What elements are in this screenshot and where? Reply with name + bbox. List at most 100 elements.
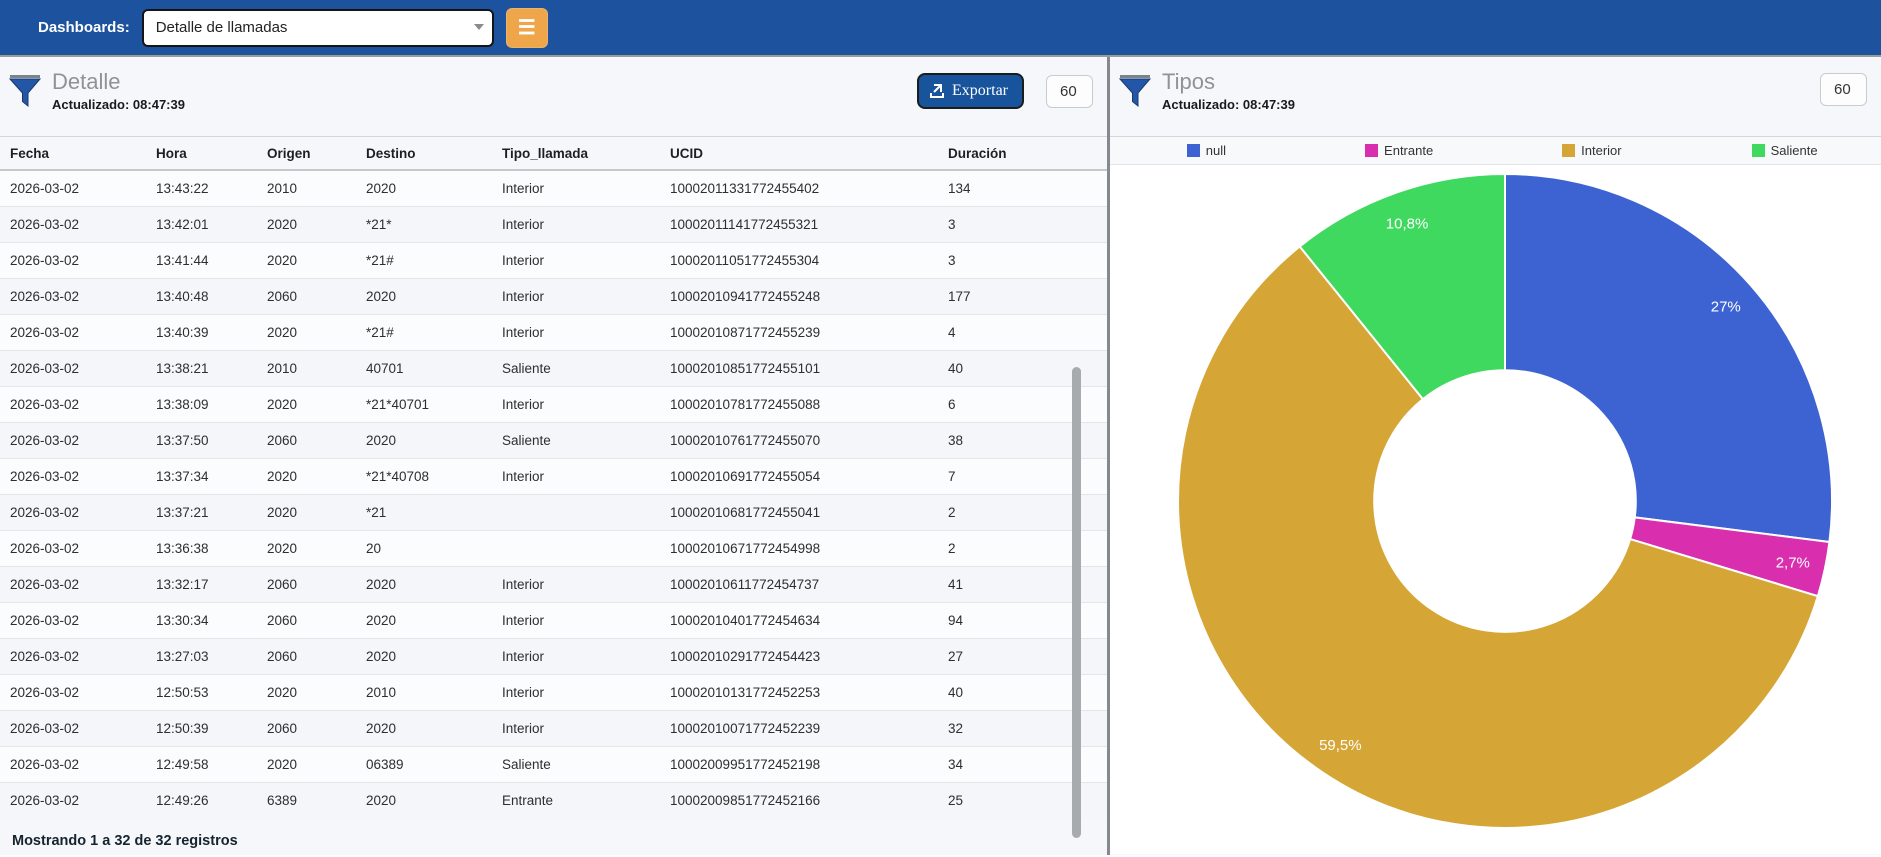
- table-cell: 13:37:50: [146, 422, 257, 459]
- table-cell: 13:37:34: [146, 458, 257, 495]
- legend-item-null[interactable]: null: [1110, 143, 1303, 158]
- table-cell: 2020: [257, 242, 356, 279]
- updated-time: 08:47:39: [132, 97, 185, 112]
- table-cell: 2026-03-02: [0, 278, 146, 315]
- table-cell: 13:38:21: [146, 350, 257, 387]
- table-cell: 2020: [356, 278, 492, 315]
- table-cell: [492, 494, 660, 531]
- table-cell: Saliente: [492, 746, 660, 783]
- table-cell: 13:27:03: [146, 638, 257, 675]
- legend-item-Entrante[interactable]: Entrante: [1303, 143, 1496, 158]
- table-cell: 13:40:48: [146, 278, 257, 315]
- column-header[interactable]: UCID: [660, 137, 938, 171]
- table-cell: 94: [938, 602, 1107, 639]
- pie-slice-null[interactable]: [1504, 172, 1833, 544]
- detail-panel: Detalle Actualizado: 08:47:39 Exportar: [0, 57, 1110, 855]
- table-cell: 10002010401772454634: [660, 602, 938, 639]
- table-row: 2026-03-02 13:37:21 2020 *21 100020106817724…: [0, 494, 1107, 531]
- table-cell: 40: [938, 350, 1107, 387]
- table-cell: *21#: [356, 242, 492, 279]
- table-cell: 10002010131772452253: [660, 674, 938, 711]
- pie-slice-label: 27%: [1711, 298, 1741, 315]
- table-cell: 3: [938, 206, 1107, 243]
- table-cell: 2026-03-02: [0, 566, 146, 603]
- legend-swatch: [1365, 144, 1379, 157]
- pie-slice-Interior[interactable]: [1177, 245, 1820, 829]
- table-cell: 10002010671772454998: [660, 530, 938, 567]
- table-row: 2026-03-02 13:41:44 2020 *21# Interior 100020…: [0, 242, 1107, 279]
- updated-time: 08:47:39: [1242, 97, 1295, 112]
- refresh-interval-input[interactable]: [1820, 73, 1867, 106]
- table-cell: 10002010851772455101: [660, 350, 938, 387]
- table-cell: 7: [938, 458, 1107, 495]
- table-row: 2026-03-02 12:50:53 2020 2010 Interior 100020…: [0, 674, 1107, 711]
- table-cell: 10002010071772452239: [660, 710, 938, 747]
- table-row: 2026-03-02 12:49:58 2020 06389 Saliente 10002…: [0, 746, 1107, 783]
- table-cell: Interior: [492, 278, 660, 315]
- table-cell: 13:30:34: [146, 602, 257, 639]
- table-row: 2026-03-02 13:38:21 2010 40701 Saliente 10002…: [0, 350, 1107, 387]
- updated-label: Actualizado:: [1162, 97, 1240, 112]
- table-cell: 41: [938, 566, 1107, 603]
- table-cell: 2060: [257, 638, 356, 675]
- table-cell: 2026-03-02: [0, 494, 146, 531]
- table-cell: 2: [938, 494, 1107, 531]
- table-cell: 2026-03-02: [0, 710, 146, 747]
- table-cell: 2026-03-02: [0, 638, 146, 675]
- table-cell: 10002010691772455054: [660, 458, 938, 495]
- table-cell: 40: [938, 674, 1107, 711]
- pie-slice-Saliente[interactable]: [1298, 172, 1506, 401]
- table-cell: 10002010871772455239: [660, 314, 938, 351]
- table-cell: 2026-03-02: [0, 602, 146, 639]
- table-cell: 2026-03-02: [0, 782, 146, 818]
- table-cell: 2020: [257, 494, 356, 531]
- table-cell: Interior: [492, 674, 660, 711]
- column-header[interactable]: Tipo_llamada: [492, 137, 660, 171]
- table-cell: 10002010681772455041: [660, 494, 938, 531]
- legend-item-Interior[interactable]: Interior: [1496, 143, 1689, 158]
- column-header[interactable]: Origen: [257, 137, 356, 171]
- table-row: 2026-03-02 13:38:09 2020 *21*40701 Interior 1…: [0, 386, 1107, 423]
- table-cell: 2020: [257, 746, 356, 783]
- refresh-interval-input[interactable]: [1046, 74, 1093, 108]
- column-header[interactable]: Hora: [146, 137, 257, 171]
- column-header[interactable]: Fecha: [0, 137, 146, 171]
- table-cell: 2020: [356, 422, 492, 459]
- legend-label: Entrante: [1384, 143, 1434, 158]
- legend-item-Saliente[interactable]: Saliente: [1688, 143, 1881, 158]
- table-cell: 13:41:44: [146, 242, 257, 279]
- table-cell: 25: [938, 782, 1107, 818]
- table-cell: Interior: [492, 710, 660, 747]
- table-cell: 10002010781772455088: [660, 386, 938, 423]
- table-cell: 2020: [356, 566, 492, 603]
- legend-swatch: [1186, 144, 1200, 157]
- table-cell: *21#: [356, 314, 492, 351]
- chart-legend: null Entrante Interior Saliente: [1110, 137, 1881, 165]
- table-cell: 4: [938, 314, 1107, 351]
- table-cell: 10002009851772452166: [660, 782, 938, 818]
- table-cell: 2060: [257, 602, 356, 639]
- table-cell: 177: [938, 278, 1107, 315]
- table-cell: 2026-03-02: [0, 314, 146, 351]
- table-cell: 2010: [257, 350, 356, 387]
- table-row: 2026-03-02 13:37:50 2060 2020 Saliente 100020…: [0, 422, 1107, 459]
- table-row: 2026-03-02 13:40:48 2060 2020 Interior 100020…: [0, 278, 1107, 315]
- table-row: 2026-03-02 12:49:26 6389 2020 Entrante 100020…: [0, 782, 1107, 818]
- export-button[interactable]: Exportar: [917, 73, 1024, 109]
- filter-funnel-icon: [8, 75, 42, 108]
- table-row: 2026-03-02 13:40:39 2020 *21# Interior 100020…: [0, 314, 1107, 351]
- column-header[interactable]: Duración: [938, 137, 1107, 171]
- menu-button[interactable]: ☰: [505, 7, 548, 48]
- table-cell: Interior: [492, 206, 660, 243]
- table-cell: 134: [948, 181, 971, 196]
- table-cell: 2026-03-02: [0, 350, 146, 387]
- legend-swatch: [1562, 144, 1576, 157]
- dashboard-select[interactable]: Detalle de llamadas: [141, 8, 494, 47]
- legend-swatch: [1751, 144, 1765, 157]
- table-scrollbar-thumb[interactable]: [1072, 367, 1081, 838]
- table-cell: 2026-03-02: [0, 746, 146, 783]
- column-header[interactable]: Destino: [356, 137, 492, 171]
- table-cell: 10002011051772455304: [660, 242, 938, 279]
- table-cell: 2020: [366, 181, 397, 196]
- export-icon: [930, 83, 945, 98]
